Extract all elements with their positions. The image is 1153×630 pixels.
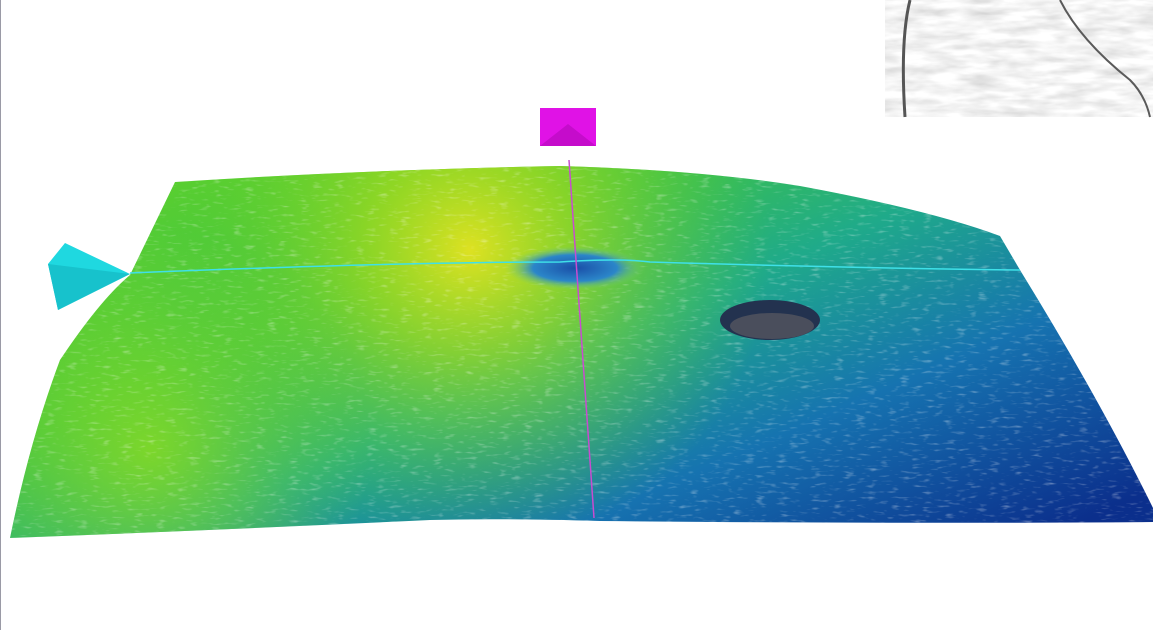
hole-inner	[730, 313, 814, 339]
terrain-viewer	[0, 0, 1153, 630]
inset-texture	[885, 0, 1153, 117]
page	[0, 0, 1153, 630]
overview-inset[interactable]	[885, 0, 1153, 117]
terrain-texture	[0, 150, 1153, 550]
terrain-surface	[0, 150, 1153, 550]
